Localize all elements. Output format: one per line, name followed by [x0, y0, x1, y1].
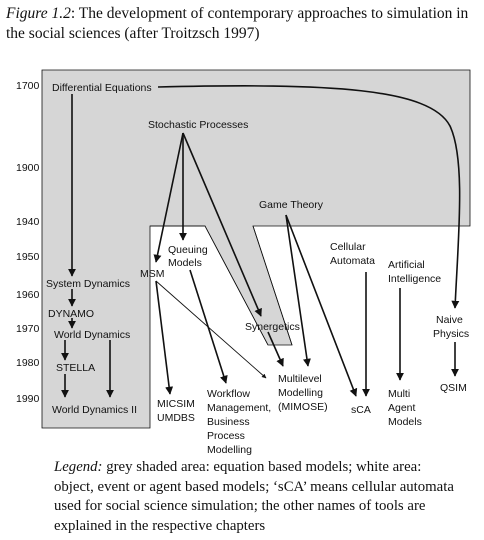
node-multilevel-3: (MIMOSE)	[278, 401, 328, 413]
node-stella: STELLA	[56, 362, 95, 374]
node-multi-agent-1: Multi	[388, 388, 410, 400]
node-workflow-3: Business	[207, 416, 250, 428]
year-1960: 1960	[16, 289, 40, 301]
arrow-msm-to-multilevel	[155, 280, 267, 379]
figure-caption: Figure 1.2: The development of contempor…	[6, 4, 478, 44]
year-1940: 1940	[16, 216, 40, 228]
node-artificial-intelligence-1: Artificial	[388, 259, 425, 271]
node-world-dynamics-ii: World Dynamics II	[52, 404, 137, 416]
node-umdbs: UMDBS	[157, 412, 195, 424]
legend: Legend: grey shaded area: equation based…	[54, 458, 454, 536]
year-1980: 1980	[16, 357, 40, 369]
node-naive-physics-2: Physics	[433, 328, 469, 340]
node-workflow-4: Process	[207, 430, 245, 442]
node-multi-agent-2: Agent	[388, 402, 416, 414]
node-workflow-1: Workflow	[207, 388, 250, 400]
figure-number: Figure 1.2	[6, 5, 71, 22]
node-game-theory: Game Theory	[259, 199, 324, 211]
year-1950: 1950	[16, 251, 40, 263]
arrows	[61, 85, 461, 398]
arrow-msm-to-micsim	[155, 280, 174, 395]
year-1970: 1970	[16, 323, 40, 335]
node-synergetics: Synergetics	[245, 321, 300, 333]
legend-label: Legend:	[54, 459, 103, 475]
legend-text: grey shaded area: equation based models;…	[54, 459, 454, 534]
node-cellular-automata-2: Automata	[330, 255, 375, 267]
node-stochastic-processes: Stochastic Processes	[148, 119, 248, 131]
node-sca: sCA	[351, 404, 371, 416]
year-1900: 1900	[16, 162, 40, 174]
node-multi-agent-3: Models	[388, 416, 422, 428]
arrow-sp-to-msm	[153, 132, 184, 263]
node-cellular-automata-1: Cellular	[330, 241, 366, 253]
node-system-dynamics: System Dynamics	[46, 278, 130, 290]
node-world-dynamics: World Dynamics	[54, 329, 130, 341]
node-artificial-intelligence-2: Intelligence	[388, 273, 441, 285]
arrow-gt-to-multilevel	[285, 214, 311, 367]
node-labels: Differential Equations Stochastic Proces…	[46, 82, 469, 456]
arrow-sp-to-synergetics	[182, 132, 262, 317]
node-workflow-5: Modelling	[207, 444, 252, 456]
arrow-de-to-naive	[157, 85, 461, 309]
year-1990: 1990	[16, 393, 40, 405]
node-workflow-2: Management,	[207, 402, 271, 414]
year-axis: 1700 1900 1940 1950 1960 1970 1980 1990	[16, 80, 40, 405]
node-queuing-models-1: Queuing	[168, 244, 208, 256]
equation-based-area	[41, 69, 471, 429]
figure-title: : The development of contemporary approa…	[6, 5, 469, 42]
white-area-outline	[150, 225, 293, 346]
year-1700: 1700	[16, 80, 40, 92]
node-multilevel-1: Multilevel	[278, 373, 322, 385]
arrow-syn-to-multilevel	[267, 331, 284, 367]
node-queuing-models-2: Models	[168, 257, 202, 269]
node-micsim: MICSIM	[157, 398, 195, 410]
node-differential-equations: Differential Equations	[52, 82, 152, 94]
node-qsim: QSIM	[440, 382, 467, 394]
node-naive-physics-1: Naive	[436, 314, 463, 326]
node-msm: MSM	[140, 268, 165, 280]
node-dynamo: DYNAMO	[48, 308, 94, 320]
node-multilevel-2: Modelling	[278, 387, 323, 399]
arrow-gt-to-sca	[285, 214, 358, 397]
